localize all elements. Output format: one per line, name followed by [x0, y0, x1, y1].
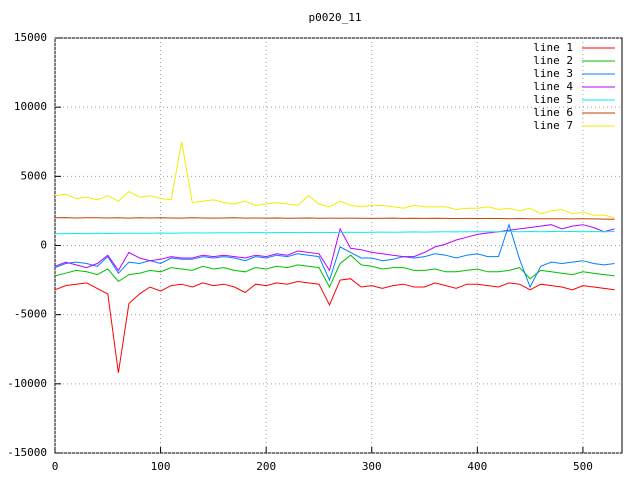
x-tick-label: 500	[573, 460, 593, 473]
data-line	[54, 223, 615, 289]
y-tick-label: -15000	[7, 446, 47, 459]
data-line	[54, 278, 615, 373]
y-tick-label: -10000	[7, 377, 47, 390]
x-tick-label: 300	[362, 460, 382, 473]
data-line	[54, 217, 615, 220]
legend-label: line 6	[533, 106, 573, 119]
data-line	[54, 254, 615, 289]
legend-label: line 2	[533, 54, 573, 67]
x-tick-label: 0	[52, 460, 59, 473]
y-tick-label: 15000	[14, 31, 47, 44]
x-tick-label: 400	[467, 460, 487, 473]
legend-label: line 1	[533, 41, 573, 54]
data-line	[54, 230, 615, 235]
legend-label: line 5	[533, 93, 573, 106]
legend-label: line 4	[533, 80, 573, 93]
data-line	[54, 224, 615, 272]
x-tick-label: 100	[151, 460, 171, 473]
data-line	[54, 141, 615, 219]
y-tick-label: -5000	[14, 308, 47, 321]
y-tick-label: 5000	[21, 169, 48, 182]
y-tick-label: 0	[40, 239, 47, 252]
y-tick-label: 10000	[14, 100, 47, 113]
legend-label: line 7	[533, 119, 573, 132]
x-tick-label: 200	[256, 460, 276, 473]
legend-label: line 3	[533, 67, 573, 80]
chart-title: p0020_11	[309, 11, 362, 24]
